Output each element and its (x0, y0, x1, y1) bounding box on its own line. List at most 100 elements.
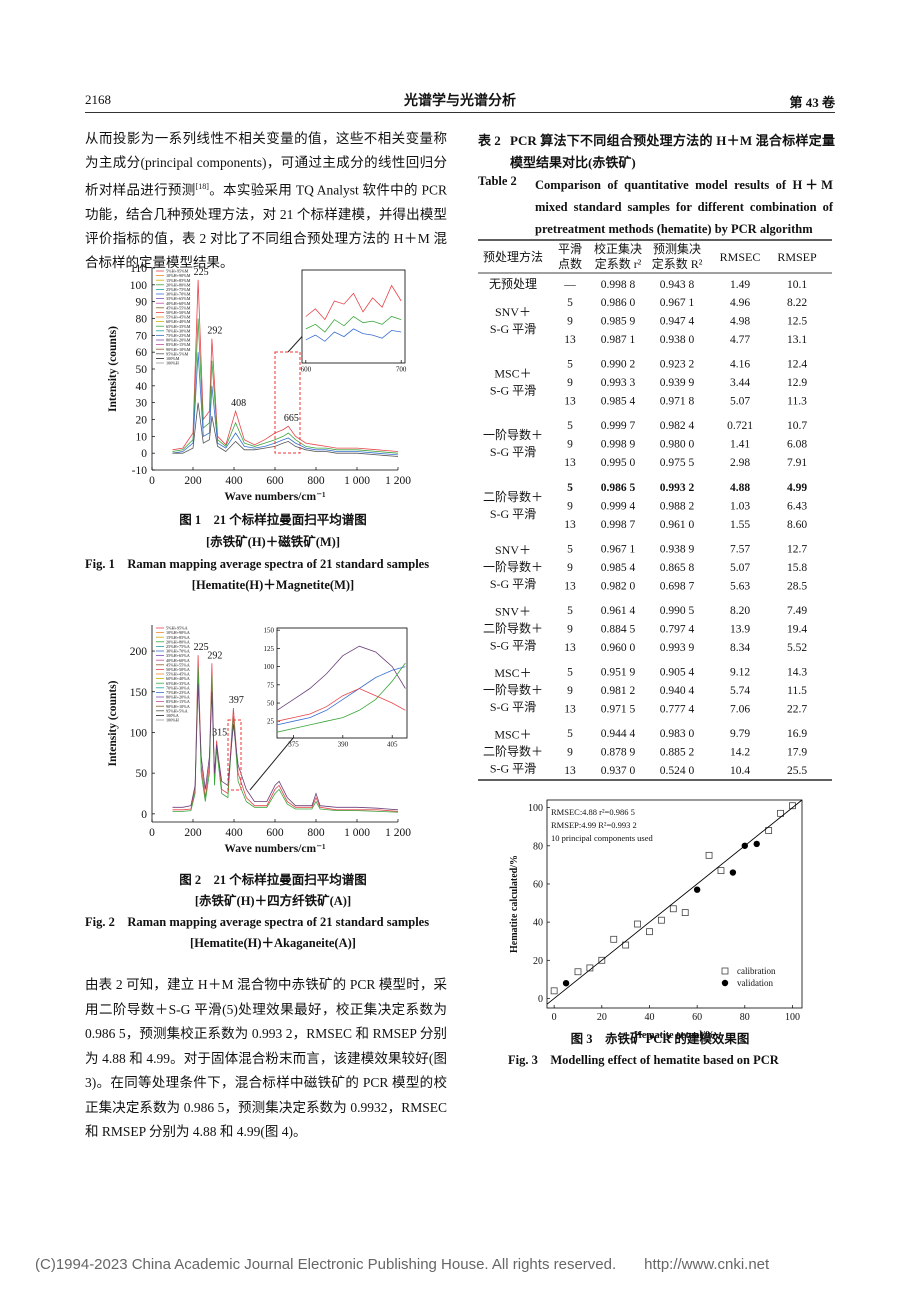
legend-label: 100%M (166, 356, 180, 361)
table-cell: 0.943 8 (660, 279, 695, 291)
table-cell: 9 (567, 747, 573, 759)
column-header: 点数 (558, 256, 582, 271)
journal-title: 光谱学与光谱分析 (404, 94, 516, 109)
footer-url: http://www.cnki.net (644, 1256, 770, 1273)
table-cell: 4.16 (730, 359, 750, 371)
y-tick-label: 40 (136, 381, 148, 393)
table-cell: 13.9 (730, 624, 750, 636)
table-cell: — (563, 279, 576, 291)
y-tick-label: 50 (136, 768, 148, 780)
y-tick-label: 10 (136, 431, 148, 443)
x-tick-label: 700 (396, 366, 407, 374)
table-cell: 10.4 (730, 765, 750, 777)
page-number: 2168 (85, 92, 111, 107)
legend-label: 45%H+55%M (166, 305, 191, 310)
x-tick-label: 1 000 (344, 475, 370, 487)
legend-label: 70%H+30%M (166, 328, 191, 333)
legend-label: 75%H+25%M (166, 333, 191, 338)
y-tick-label: 30 (136, 398, 148, 410)
legend-label: 20%H+80%A (166, 639, 190, 644)
text: 。本实验采用 TQ Analyst 软件中的 PCR 功能，结合几种预处理方法，… (85, 182, 448, 270)
validation-point (729, 869, 737, 876)
legend-label: 35%H+65%A (166, 653, 190, 658)
table-cell: 5 (567, 728, 573, 740)
x-tick-label: 400 (225, 827, 243, 839)
table-cell: 0.923 2 (660, 359, 695, 371)
figure-caption: 图 3 赤铁矿 PCR 的建模效果图 (570, 1032, 750, 1046)
y-tick-label: 0 (141, 448, 147, 460)
x-tick-label: 0 (149, 827, 155, 839)
y-tick-label: 20 (136, 415, 148, 427)
table-cell: 1.41 (730, 439, 750, 451)
table-cell: 1.03 (730, 500, 750, 512)
table-cell: 5 (567, 667, 573, 679)
table-cell: 1.55 (730, 519, 750, 531)
table-cell: 7.49 (787, 605, 807, 617)
x-tick-label: 0 (149, 475, 155, 487)
legend-label: 40%H+60%M (166, 301, 191, 306)
y-tick-label: 50 (136, 364, 148, 376)
calibration-point (646, 928, 653, 936)
footer: (C)1994-2023 China Academic Journal Elec… (35, 1256, 769, 1273)
legend-label: validation (737, 978, 773, 988)
method-name: 一阶导数＋ (483, 427, 543, 442)
table-cell: 8.20 (730, 605, 750, 617)
method-name: S-G 平滑 (490, 507, 536, 521)
y-tick-label: 200 (130, 646, 148, 658)
figure-caption-en: Fig. 2 Raman mapping average spectra of … (85, 915, 430, 929)
calibration-point (669, 905, 677, 913)
method-name: MSC＋ (494, 666, 531, 680)
table-cell: 0.939 9 (660, 377, 695, 389)
legend-label: calibration (737, 966, 776, 976)
y-tick-label: -10 (132, 465, 148, 477)
x-tick-label: 600 (266, 827, 284, 839)
method-name: SNV＋ (495, 305, 531, 319)
table-cell: 4.98 (730, 316, 750, 328)
table-cell: 5 (567, 420, 573, 432)
legend-label: 90%H+10%M (166, 347, 191, 352)
x-tick-label: 800 (307, 827, 325, 839)
method-name: S-G 平滑 (490, 762, 536, 776)
table-cell: 0.990 2 (601, 359, 636, 371)
legend-label: 25%H+75%M (166, 287, 191, 292)
legend-label: 55%H+45%M (166, 315, 191, 320)
table-cell: 0.971 8 (660, 396, 695, 408)
method-name: 二阶导数＋ (483, 744, 543, 759)
method-name: 一阶导数＋ (483, 682, 543, 697)
y-tick-label: 60 (533, 879, 543, 890)
y-tick-label: 80 (533, 841, 543, 852)
calibration-point (634, 920, 641, 928)
method-name: MSC＋ (494, 728, 531, 742)
spectrum-line (276, 688, 406, 722)
table-cell: 19.4 (787, 624, 807, 636)
table-cell: 9 (567, 377, 573, 389)
table-cell: 13 (564, 580, 576, 592)
column-header: 定系数 R² (652, 256, 703, 271)
table-cell: 5.07 (730, 562, 750, 574)
table-cell: 5.74 (730, 685, 750, 697)
table-cell: 13 (564, 457, 576, 469)
table-cell: 9 (567, 685, 573, 697)
table-cell: 0.985 9 (601, 316, 636, 328)
y-tick-label: 60 (136, 347, 148, 359)
x-tick-label: 405 (387, 741, 398, 749)
table-cell: 0.971 5 (601, 704, 636, 716)
table-cell: 12.9 (787, 377, 807, 389)
table-cell: 22.7 (787, 704, 807, 716)
method-name: S-G 平滑 (490, 639, 536, 653)
table-cell: 0.993 9 (660, 642, 695, 654)
validation-point (693, 886, 701, 893)
paragraph: 从而投影为一系列线性不相关变量的值，这些不相关变量称为主成分(principal… (85, 127, 447, 275)
legend-label: 25%H+75%A (166, 644, 190, 649)
table-cell: 5 (567, 359, 573, 371)
table-cell: 6.43 (787, 500, 807, 512)
table-cell: 0.981 2 (601, 685, 636, 697)
y-tick-label: 0 (141, 809, 147, 821)
calibration-point (717, 867, 725, 875)
y-tick-label: 80 (136, 314, 148, 326)
table-cell: 4.99 (787, 482, 807, 494)
table-cell: 4.88 (730, 482, 750, 494)
legend-label: 95%H+5%M (166, 351, 189, 356)
